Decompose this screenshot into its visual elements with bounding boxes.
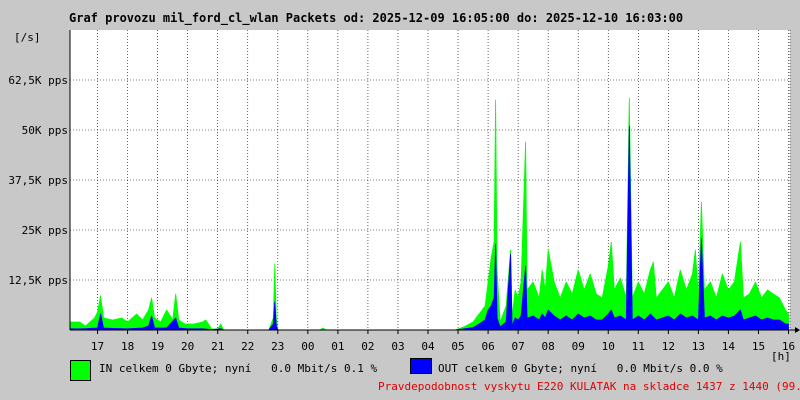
footer-note: Pravdepodobnost vyskytu E220 KULATAK na … bbox=[378, 380, 800, 393]
x-tick-label: 18 bbox=[121, 340, 134, 353]
legend-swatch-out bbox=[410, 358, 432, 374]
legend-swatch-in bbox=[70, 360, 91, 381]
y-tick-label: 50K pps bbox=[22, 124, 68, 137]
series-area-in bbox=[70, 97, 789, 331]
x-tick-label: 23 bbox=[271, 340, 284, 353]
x-tick-label: 15 bbox=[752, 340, 765, 353]
x-tick-label: 02 bbox=[361, 340, 374, 353]
x-tick-label: 13 bbox=[692, 340, 705, 353]
x-tick-label: 04 bbox=[421, 340, 435, 353]
x-tick-label: 05 bbox=[451, 340, 464, 353]
x-tick-label: 10 bbox=[602, 340, 615, 353]
x-tick-label: 03 bbox=[391, 340, 404, 353]
y-axis-unit: [/s] bbox=[14, 31, 41, 44]
x-tick-label: 00 bbox=[301, 340, 314, 353]
x-tick-label: 08 bbox=[542, 340, 555, 353]
x-tick-label: 20 bbox=[181, 340, 194, 353]
y-tick-label: 62,5K pps bbox=[8, 74, 68, 87]
y-tick-label: 12,5K pps bbox=[8, 274, 68, 287]
x-tick-label: 19 bbox=[151, 340, 164, 353]
x-axis-unit: [h] bbox=[771, 350, 791, 363]
series-area-out bbox=[70, 125, 789, 331]
x-tick-label: 17 bbox=[91, 340, 104, 353]
x-tick-label: 11 bbox=[632, 340, 645, 353]
x-tick-label: 22 bbox=[241, 340, 254, 353]
legend-label-in: IN celkem 0 Gbyte; nyní 0.0 Mbit/s 0.1 % bbox=[99, 362, 378, 375]
x-tick-label: 07 bbox=[512, 340, 525, 353]
x-tick-label: 14 bbox=[722, 340, 736, 353]
x-tick-label: 16 bbox=[782, 340, 795, 353]
x-tick-label: 21 bbox=[211, 340, 224, 353]
x-tick-label: 06 bbox=[481, 340, 494, 353]
x-axis-arrow bbox=[795, 327, 800, 333]
chart-title: Graf provozu mil_ford_cl_wlan Packets od… bbox=[69, 11, 684, 25]
x-tick-label: 01 bbox=[331, 340, 344, 353]
x-tick-label: 09 bbox=[572, 340, 585, 353]
legend-label-out: OUT celkem 0 Gbyte; nyní 0.0 Mbit/s 0.0 … bbox=[438, 362, 723, 375]
y-tick-label: 37,5K pps bbox=[8, 174, 68, 187]
y-tick-label: 25K pps bbox=[22, 224, 68, 237]
x-tick-label: 12 bbox=[662, 340, 675, 353]
